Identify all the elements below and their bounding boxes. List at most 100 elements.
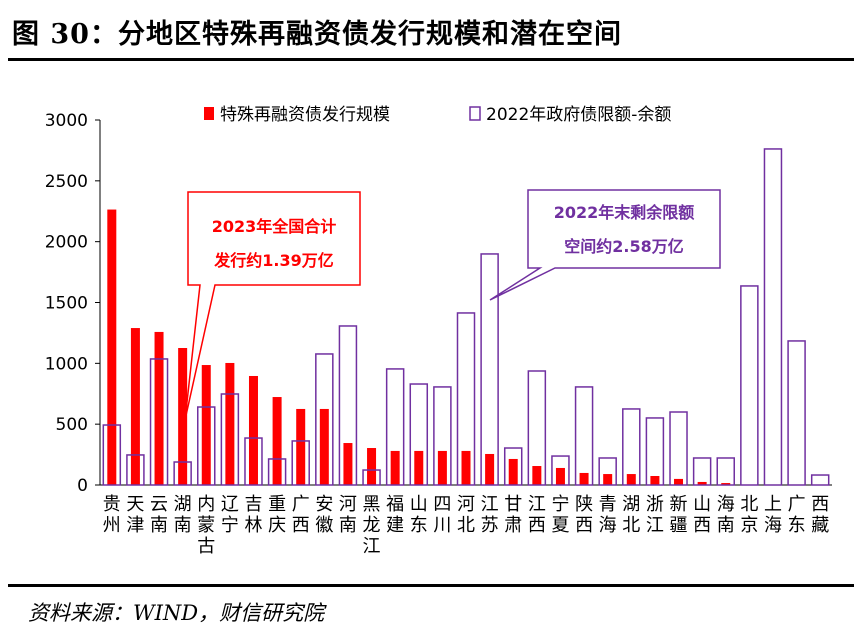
x-tick-label-重庆: 重庆 (268, 494, 286, 536)
bar-remaining-quota-西藏 (810, 474, 830, 486)
bar-remaining-quota-重庆 (267, 458, 287, 486)
bar-remaining-quota-陕西 (574, 386, 594, 486)
bar-remaining-quota-四川 (433, 386, 452, 486)
x-tick-label-湖北: 湖北 (622, 494, 640, 536)
bar-remaining-quota-吉林 (244, 437, 263, 486)
bar-issuance-陕西 (579, 472, 589, 485)
legend: 特殊再融资债发行规模 2022年政府债限额-余额 (204, 105, 671, 125)
figure-title: 图 30：分地区特殊再融资债发行规模和潜在空间 (12, 19, 622, 50)
x-tick-label-广东: 广东 (788, 494, 806, 536)
x-tick-label-江西: 江西 (528, 494, 546, 536)
x-tick-label-辽宁: 辽宁 (221, 494, 239, 536)
bar-remaining-quota-广西 (291, 440, 310, 486)
legend-swatch-red (204, 107, 214, 120)
bar-issuance-吉林 (248, 375, 258, 485)
bar-issuance-宁夏 (555, 467, 565, 485)
y-tick-label: 2000 (45, 233, 88, 253)
x-tick-label-山东: 山东 (410, 494, 428, 536)
x-tick-label-宁夏: 宁夏 (551, 494, 569, 536)
bar-issuance-湖北 (626, 474, 636, 485)
bar-issuance-内蒙古 (201, 365, 211, 485)
bar-remaining-quota-青海 (598, 457, 617, 486)
x-tick-label-天津: 天津 (126, 494, 144, 536)
x-tick-label-湖南: 湖南 (174, 494, 192, 536)
annotation-red-line2: 发行约1.39万亿 (213, 251, 333, 270)
x-tick-label-安徽: 安徽 (315, 494, 333, 536)
bar-remaining-quota-上海 (763, 148, 783, 486)
bar-issuance-湖南 (178, 348, 188, 485)
bar-remaining-quota-内蒙古 (197, 406, 216, 486)
bar-remaining-quota-湖南 (173, 461, 192, 486)
bar-issuance-云南 (154, 331, 164, 485)
x-tick-label-陕西: 陕西 (575, 494, 593, 536)
x-tick-label-新疆: 新疆 (670, 494, 688, 536)
y-tick-label: 1000 (45, 354, 88, 374)
bar-remaining-quota-浙江 (645, 417, 665, 486)
source-note: 资料来源：WIND，财信研究院 (28, 601, 325, 625)
bars (102, 148, 830, 486)
bar-remaining-quota-海南 (716, 457, 735, 486)
bar-remaining-quota-新疆 (669, 411, 688, 486)
x-tick-label-内蒙古: 内蒙古 (197, 494, 215, 557)
top-rule (8, 58, 854, 61)
bar-issuance-新疆 (674, 478, 684, 485)
x-tick-label-北京: 北京 (740, 494, 758, 536)
bar-issuance-山西 (697, 481, 707, 485)
bar-remaining-quota-宁夏 (551, 455, 570, 486)
x-tick-label-福建: 福建 (386, 494, 404, 536)
annotation-purple-line2: 空间约2.58万亿 (564, 237, 683, 256)
x-tick-label-西藏: 西藏 (811, 494, 829, 536)
bar-issuance-广西 (296, 408, 306, 485)
bar-remaining-quota-江西 (527, 370, 547, 486)
x-tick-label-河北: 河北 (457, 494, 475, 536)
x-tick-label-青海: 青海 (599, 494, 617, 536)
bar-issuance-河北 (461, 450, 471, 485)
annotation-red-line1: 2023年全国合计 (212, 217, 337, 236)
bar-remaining-quota-天津 (126, 454, 145, 486)
bar-remaining-quota-福建 (385, 368, 405, 486)
x-tick-label-海南: 海南 (717, 494, 735, 536)
bar-remaining-quota-云南 (149, 358, 169, 486)
y-tick-label: 3000 (45, 111, 88, 131)
bottom-rule (8, 584, 854, 587)
legend-label-red: 特殊再融资债发行规模 (220, 105, 390, 125)
bar-remaining-quota-广东 (787, 340, 806, 486)
bar-issuance-福建 (390, 450, 400, 485)
bar-remaining-quota-山东 (409, 383, 429, 486)
bar-issuance-天津 (130, 328, 140, 485)
x-tick-label-云南: 云南 (150, 494, 168, 536)
bar-remaining-quota-辽宁 (220, 393, 240, 486)
x-tick-label-河南: 河南 (339, 494, 357, 536)
annotation-purple-line1: 2022年末剩余限额 (554, 203, 695, 222)
bar-issuance-贵州 (107, 209, 117, 485)
annotation-purple: 2022年末剩余限额 空间约2.58万亿 (489, 189, 721, 301)
x-tick-label-贵州: 贵州 (103, 494, 121, 536)
bar-issuance-辽宁 (225, 362, 235, 485)
bar-remaining-quota-黑龙江 (362, 469, 381, 486)
bar-issuance-海南 (721, 483, 731, 485)
x-tick-label-山西: 山西 (693, 494, 711, 536)
bar-issuance-江西 (532, 466, 542, 485)
x-tick-label-广西: 广西 (292, 494, 310, 536)
bar-remaining-quota-河南 (338, 325, 358, 486)
bar-remaining-quota-贵州 (102, 424, 122, 486)
bar-issuance-四川 (437, 450, 447, 485)
bar-issuance-江苏 (485, 453, 495, 485)
chart: 0 500 1000 1500 2000 2500 3000 贵州天津云南湖南内蒙古辽宁吉林… (45, 105, 832, 557)
bar-issuance-重庆 (272, 397, 282, 485)
bar-remaining-quota-北京 (740, 285, 759, 486)
legend-label-purple: 2022年政府债限额-余额 (486, 105, 671, 125)
y-tick-label: 500 (56, 415, 88, 435)
bar-issuance-青海 (603, 474, 613, 485)
bar-remaining-quota-安徽 (315, 353, 334, 486)
legend-swatch-purple (469, 106, 481, 121)
y-tick-label: 0 (77, 476, 88, 496)
x-tick-label-甘肃: 甘肃 (504, 494, 522, 536)
bar-remaining-quota-湖北 (622, 408, 641, 486)
bar-remaining-quota-江苏 (480, 253, 499, 486)
bar-issuance-甘肃 (508, 458, 518, 485)
x-tick-label-浙江: 浙江 (646, 494, 664, 536)
x-tick-label-四川: 四川 (433, 494, 451, 536)
y-tick-label: 2500 (45, 172, 88, 192)
bar-issuance-河南 (343, 443, 353, 485)
